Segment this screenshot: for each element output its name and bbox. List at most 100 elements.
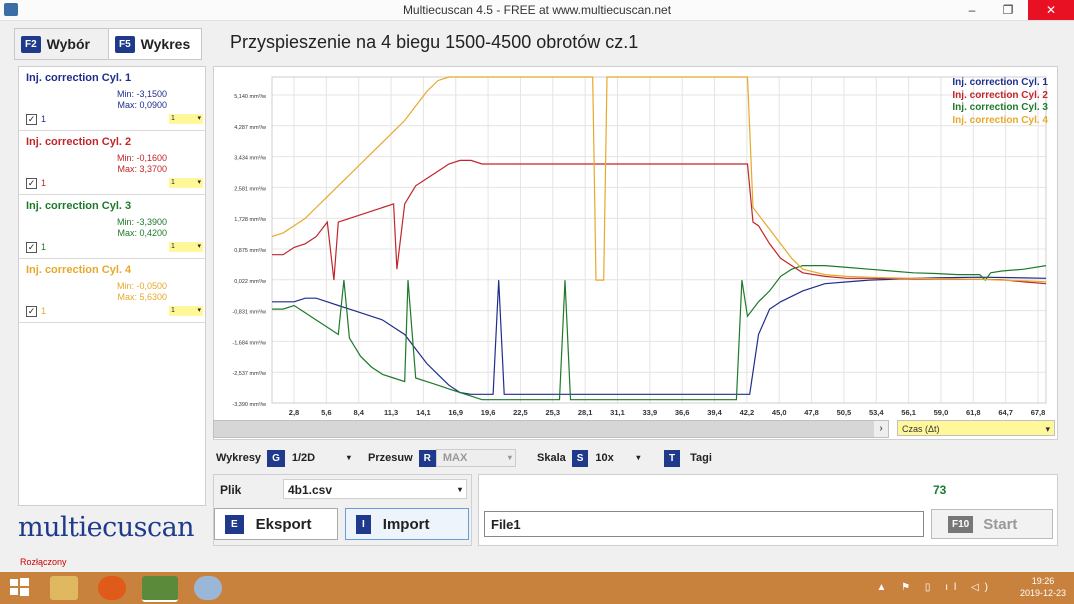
close-button[interactable]: ✕ (1028, 0, 1074, 20)
series-min: Min: -3,3900 (116, 217, 167, 227)
series-number: 1 (41, 114, 47, 124)
series-min: Min: -0,0500 (116, 281, 167, 291)
time-axis-label: Czas (Δt) (902, 424, 940, 434)
x-tick-label: 14,1 (416, 408, 431, 417)
series-checkbox[interactable]: ✓ (26, 306, 37, 317)
chevron-down-icon: ▾ (197, 307, 201, 314)
x-tick-label: 16,9 (448, 408, 463, 417)
legend-item-cyl3: Inj. correction Cyl. 3 (952, 102, 1048, 113)
time-axis-select[interactable]: Czas (Δt) ▾ (897, 420, 1055, 436)
series-checkbox[interactable]: ✓ (26, 242, 37, 253)
series-name: Inj. correction Cyl. 4 (26, 264, 132, 276)
tab-key-f2: F2 (21, 35, 41, 53)
x-tick-label: 53,4 (869, 408, 884, 417)
start-key: F10 (948, 515, 974, 533)
x-tick-label: 61,8 (966, 408, 981, 417)
minimize-button[interactable]: – (968, 3, 976, 17)
przesuw-control: Przesuw R MAX ▾ (368, 448, 516, 468)
window-title: Multiecuscan 4.5 - FREE at www.multiecus… (402, 3, 672, 17)
series-scale-value: 1 (171, 243, 175, 250)
x-tick-label: 47,8 (804, 408, 819, 417)
wykresy-select[interactable]: 1/2D ▾ (285, 449, 355, 467)
series-scale-select[interactable]: 1 ▾ (169, 242, 203, 252)
system-tray-icons[interactable]: ▲ ⚑ ▯ ıl ◁) (876, 582, 994, 593)
series-item: Inj. correction Cyl. 1 Min: -3,1500 Max: … (19, 67, 205, 131)
legend-item-cyl1: Inj. correction Cyl. 1 (952, 77, 1048, 88)
firefox-icon[interactable] (98, 576, 126, 600)
export-label: Eksport (255, 515, 312, 533)
maximize-button[interactable]: ❐ (1002, 3, 1014, 17)
file-panel: Plik 4b1.csv ▾ E Eksport I Import (213, 474, 472, 546)
taskbar: ▲ ⚑ ▯ ıl ◁) 19:26 2019-12-23 (0, 572, 1074, 604)
multiecuscan-taskbar-icon[interactable] (142, 576, 178, 602)
chart-area: 2,8 5,6 8,4 11,3 14,1 16,9 19,6 22,5 25,3 28,1 31,… (213, 66, 1058, 440)
wykresy-label: Wykresy (216, 452, 262, 464)
export-button[interactable]: E Eksport (214, 508, 338, 540)
start-button[interactable]: F10 Start (931, 509, 1053, 539)
x-tick-label: 31,1 (610, 408, 625, 417)
series-scale-value: 1 (171, 307, 175, 314)
file-name-input[interactable]: File1 (484, 511, 924, 537)
file-explorer-icon[interactable] (50, 576, 78, 600)
chart-scrollbar[interactable]: › (213, 420, 889, 438)
skala-control: Skala S 10x ▾ (537, 448, 644, 468)
series-minmax: Min: -0,1600 Max: 3,3700 (117, 153, 167, 175)
tagi-control[interactable]: T Tagi (658, 448, 712, 468)
clock-time: 19:26 (1031, 576, 1055, 586)
series-name: Inj. correction Cyl. 1 (26, 72, 132, 84)
chevron-down-icon: ▾ (197, 179, 201, 186)
series-minmax: Min: -3,1500 Max: 0,0900 (117, 89, 167, 111)
paint-icon[interactable] (194, 576, 222, 600)
series-checkbox[interactable]: ✓ (26, 178, 37, 189)
przesuw-value: MAX (442, 452, 468, 464)
file-value: 4b1.csv (288, 483, 333, 497)
start-menu-icon[interactable] (8, 576, 32, 600)
y-tick-label: -2,537 mm³/w (232, 371, 266, 377)
scroll-right-icon[interactable]: › (874, 421, 888, 437)
tab-wybor[interactable]: F2 Wybór (14, 28, 112, 60)
y-tick-label: 1,728 mm³/w (234, 217, 266, 223)
series-line-cyl3 (272, 265, 1047, 401)
series-item: Inj. correction Cyl. 3 Min: -3,3900 Max: … (19, 195, 205, 259)
y-tick-label: -3,390 mm³/w (232, 402, 266, 408)
x-tick-label: 50,5 (837, 408, 852, 417)
y-tick-label: -1,684 mm³/w (232, 340, 266, 346)
series-line-cyl4 (271, 76, 1047, 283)
series-line-cyl1 (272, 276, 1047, 395)
start-label: Start (983, 515, 1018, 533)
chart-legend: Inj. correction Cyl. 1 Inj. correction C… (952, 77, 1048, 127)
app-icon (4, 3, 18, 16)
file-label: Plik (220, 483, 242, 497)
przesuw-select[interactable]: MAX ▾ (435, 449, 516, 467)
status-text: Rozłączony (20, 557, 67, 567)
series-scale-select[interactable]: 1 ▾ (169, 114, 203, 124)
x-tick-label: 25,3 (545, 408, 560, 417)
file-select[interactable]: 4b1.csv ▾ (283, 479, 467, 499)
x-tick-label: 42,2 (740, 408, 755, 417)
x-tick-label: 45,0 (772, 408, 787, 417)
skala-select[interactable]: 10x ▾ (588, 449, 644, 467)
chevron-down-icon: ▾ (1045, 424, 1050, 434)
chevron-down-icon: ▾ (346, 453, 351, 462)
clock[interactable]: 19:26 2019-12-23 (1020, 575, 1066, 599)
skala-key: S (571, 449, 589, 467)
chevron-down-icon: ▾ (507, 453, 512, 462)
series-checkbox[interactable]: ✓ (26, 114, 37, 125)
series-minmax: Min: -0,0500 Max: 5,6300 (117, 281, 167, 303)
series-scale-select[interactable]: 1 ▾ (169, 178, 203, 188)
chevron-down-icon: ▾ (197, 115, 201, 122)
series-scale-value: 1 (171, 115, 175, 122)
tab-wykres[interactable]: F5 Wykres (108, 28, 202, 60)
x-tick-label: 22,5 (513, 408, 528, 417)
series-max: Max: 3,3700 (117, 164, 167, 174)
wykresy-control: Wykresy G 1/2D ▾ (216, 448, 355, 468)
y-tick-label: 3,434 mm³/w (234, 156, 266, 162)
x-tick-label: 19,6 (481, 408, 496, 417)
tagi-label: Tagi (690, 452, 712, 464)
y-tick-label: 5,140 mm³/w (234, 94, 266, 100)
series-scale-select[interactable]: 1 ▾ (169, 306, 203, 316)
import-button[interactable]: I Import (345, 508, 469, 540)
series-min: Min: -0,1600 (116, 153, 167, 163)
y-tick-label: 2,581 mm³/w (234, 186, 266, 192)
series-minmax: Min: -3,3900 Max: 0,4200 (117, 217, 167, 239)
